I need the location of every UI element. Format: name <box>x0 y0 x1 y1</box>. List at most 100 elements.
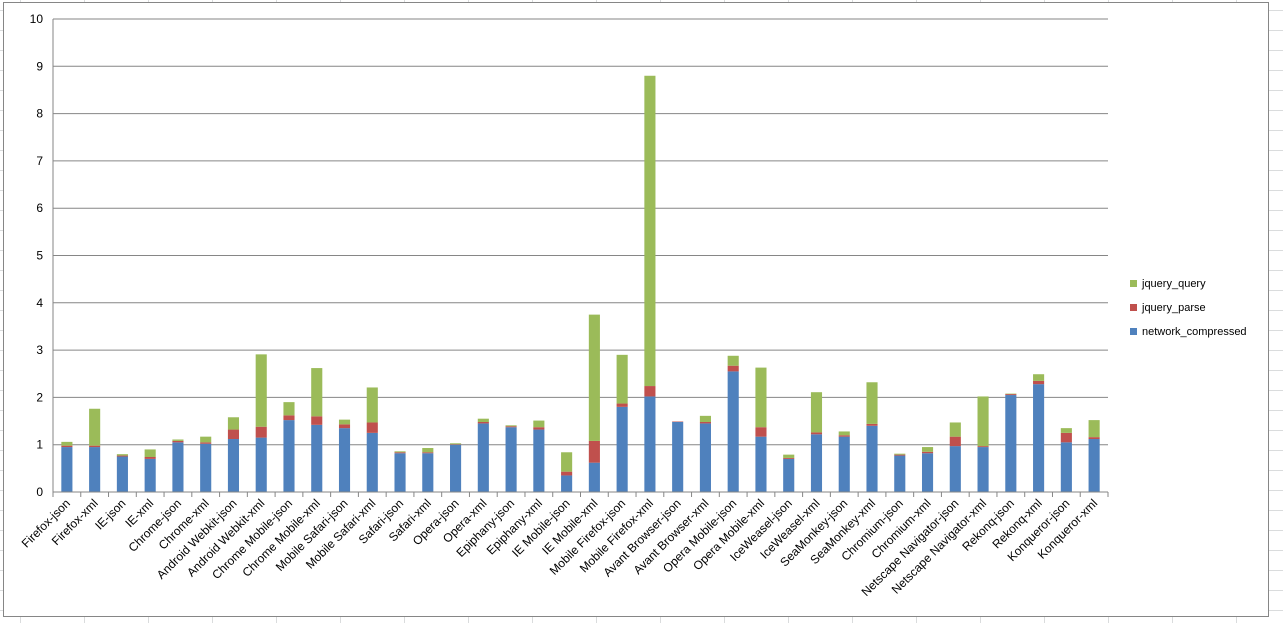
bar-jquery-query <box>477 418 489 422</box>
bar-jquery-parse <box>810 432 823 435</box>
bar-network-compressed <box>977 447 989 492</box>
legend-label-jquery-query: jquery_query <box>1141 278 1206 290</box>
bar-network-compressed <box>810 434 823 492</box>
bar-network-compressed <box>394 453 406 492</box>
bar-network-compressed <box>227 439 240 492</box>
bar-jquery-parse <box>894 454 906 456</box>
bar-jquery-query <box>866 382 878 424</box>
bar-jquery-parse <box>588 440 600 463</box>
y-tick-label: 3 <box>36 343 43 357</box>
bar-jquery-query <box>644 75 656 387</box>
bar-jquery-query <box>561 452 573 472</box>
bar-jquery-query <box>505 425 517 427</box>
legend[interactable]: jquery_query jquery_parse network_compress… <box>1130 278 1247 338</box>
bar-jquery-query <box>755 367 767 428</box>
legend-label-network-compressed: network_compressed <box>1142 326 1247 338</box>
bar-network-compressed <box>116 456 128 492</box>
bar-jquery-query <box>61 441 73 446</box>
bar-jquery-parse <box>89 445 101 448</box>
bar-network-compressed <box>255 437 267 492</box>
bar-jquery-parse <box>505 426 517 428</box>
bar-network-compressed <box>1005 395 1017 492</box>
bar-network-compressed <box>588 462 600 492</box>
bar-network-compressed <box>838 436 850 492</box>
bar-jquery-parse <box>394 452 406 454</box>
bar-jquery-query <box>311 368 323 417</box>
bar-jquery-query <box>116 454 128 456</box>
bar-network-compressed <box>644 396 656 492</box>
bar-jquery-parse <box>921 451 934 454</box>
bar-jquery-query <box>533 420 545 428</box>
bar-jquery-parse <box>422 452 434 454</box>
bar-jquery-query <box>450 443 462 445</box>
bar-jquery-query <box>394 451 406 453</box>
bar-jquery-parse <box>227 429 240 440</box>
bar-jquery-parse <box>838 435 850 437</box>
bar-network-compressed <box>699 423 711 492</box>
bar-network-compressed <box>311 424 323 492</box>
bar-network-compressed <box>533 429 545 492</box>
bar-jquery-query <box>1060 428 1072 433</box>
bar-jquery-parse <box>866 423 878 426</box>
bar-jquery-query <box>366 387 378 423</box>
bar-network-compressed <box>1060 442 1072 492</box>
bar-jquery-parse <box>533 427 545 430</box>
bar-jquery-parse <box>1005 394 1017 396</box>
bar-jquery-query <box>616 354 628 404</box>
bar-network-compressed <box>172 442 184 492</box>
bar-jquery-parse <box>1060 432 1072 443</box>
bar-network-compressed <box>505 427 517 492</box>
bar-jquery-query <box>894 453 906 455</box>
bar-jquery-parse <box>949 436 961 447</box>
bar-jquery-query <box>810 392 823 433</box>
bar-jquery-query <box>783 454 795 458</box>
bar-network-compressed <box>61 447 73 492</box>
bar-jquery-parse <box>255 426 267 438</box>
chart-area[interactable]: 0 1 2 3 4 5 6 7 8 9 10 Firefox-json Firefox-xml IE-j… <box>3 2 1269 617</box>
bar-jquery-parse <box>116 455 128 457</box>
bar-jquery-parse <box>366 422 378 433</box>
y-tick-label: 1 <box>36 438 43 452</box>
bar-network-compressed <box>1088 439 1100 492</box>
bar-network-compressed <box>561 475 573 492</box>
y-tick-label: 0 <box>36 485 43 499</box>
bar-network-compressed <box>755 436 767 492</box>
bar-network-compressed <box>283 420 295 492</box>
bar-jquery-parse <box>727 365 739 372</box>
bar-network-compressed <box>144 458 156 492</box>
y-tick-label: 10 <box>30 12 44 26</box>
legend-swatch-network-compressed <box>1130 328 1137 335</box>
bar-jquery-parse <box>283 415 295 421</box>
bar-network-compressed <box>450 444 462 492</box>
bar-series <box>61 75 1100 492</box>
bar-network-compressed <box>477 423 489 492</box>
bar-jquery-parse <box>61 445 73 448</box>
bar-network-compressed <box>921 453 934 492</box>
bar-jquery-query <box>338 419 351 425</box>
bar-jquery-parse <box>200 442 212 444</box>
y-tick-label: 6 <box>36 201 43 215</box>
bar-jquery-query <box>727 355 739 366</box>
bar-network-compressed <box>422 453 434 492</box>
y-tick-label: 9 <box>36 59 43 73</box>
bar-jquery-parse <box>783 457 795 459</box>
bar-jquery-parse <box>172 440 184 443</box>
bar-jquery-query <box>1033 374 1045 381</box>
bar-network-compressed <box>616 406 628 492</box>
bar-network-compressed <box>366 432 378 492</box>
legend-swatch-jquery-parse <box>1130 304 1137 311</box>
bar-jquery-query <box>921 447 934 452</box>
bar-jquery-query <box>588 314 600 441</box>
bar-jquery-query <box>89 408 101 446</box>
bar-jquery-parse <box>699 421 711 424</box>
bar-network-compressed <box>338 428 351 492</box>
bar-jquery-query <box>838 431 850 436</box>
y-tick-label: 2 <box>36 390 43 404</box>
bar-jquery-parse <box>144 456 156 459</box>
bar-network-compressed <box>672 421 684 492</box>
legend-label-jquery-parse: jquery_parse <box>1141 302 1206 314</box>
bar-jquery-query <box>283 402 295 416</box>
bar-jquery-parse <box>755 427 767 437</box>
bar-jquery-parse <box>338 424 351 429</box>
bar-network-compressed <box>894 455 906 492</box>
